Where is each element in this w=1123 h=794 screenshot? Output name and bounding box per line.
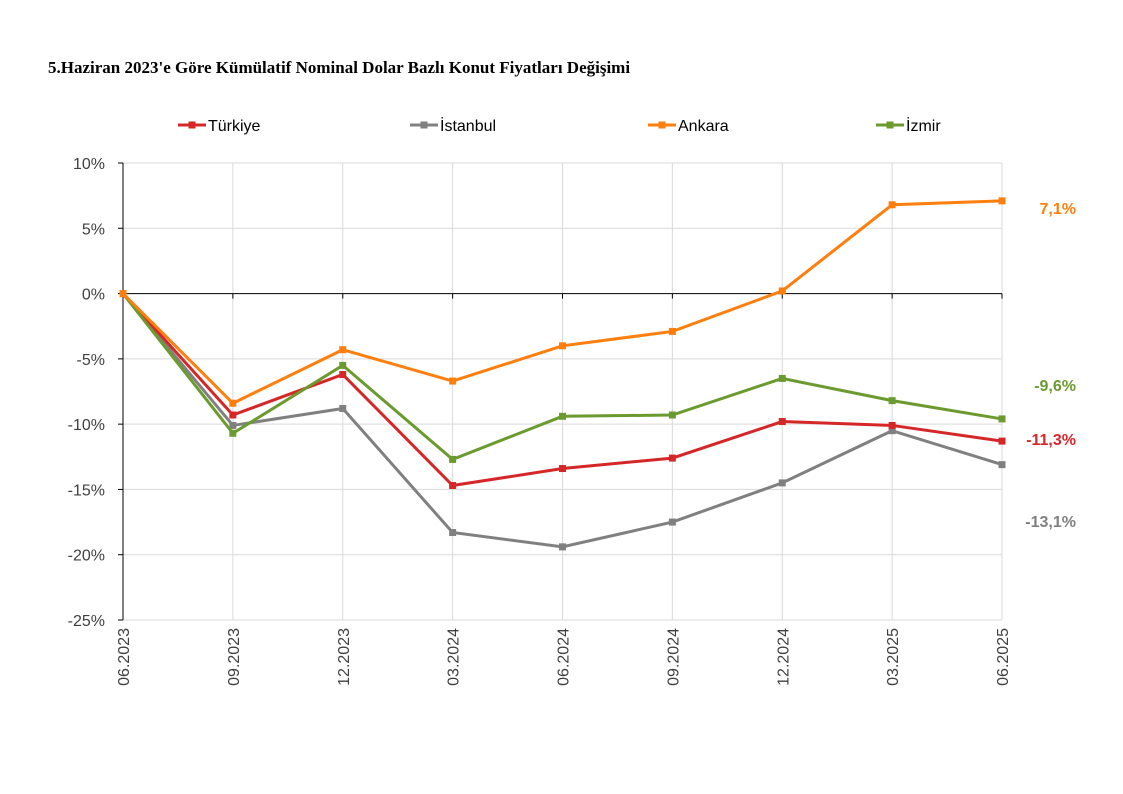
data-point <box>559 465 566 473</box>
data-point <box>668 411 676 419</box>
y-tick-label: -10% <box>68 417 105 434</box>
legend-marker <box>188 121 196 129</box>
x-tick-label: 09.2024 <box>665 628 682 686</box>
data-point <box>559 543 566 551</box>
data-point <box>888 427 896 435</box>
data-point <box>229 421 237 429</box>
x-tick-label: 12.2024 <box>775 628 792 686</box>
data-point <box>229 411 237 419</box>
data-point <box>888 201 896 209</box>
data-point <box>888 421 896 429</box>
legend-label: İzmir <box>906 116 941 135</box>
data-point <box>229 399 237 407</box>
legend-marker <box>886 121 894 129</box>
data-point <box>778 418 786 426</box>
data-point <box>339 404 347 412</box>
x-tick-label: 03.2024 <box>446 628 463 686</box>
data-point <box>449 529 457 537</box>
x-tick-label: 12.2023 <box>336 628 353 686</box>
data-point <box>778 479 786 487</box>
chart-title: 5.Haziran 2023'e Göre Kümülatif Nominal … <box>48 58 631 77</box>
y-tick-label: 5% <box>82 221 105 238</box>
data-point <box>559 342 566 350</box>
data-point <box>998 461 1006 469</box>
data-point <box>998 197 1006 205</box>
data-point <box>339 361 347 369</box>
legend-marker <box>420 121 428 129</box>
data-point <box>449 455 457 463</box>
y-tick-label: 0% <box>82 287 105 304</box>
data-point <box>668 454 676 462</box>
legend-marker <box>658 121 666 129</box>
data-point <box>559 412 566 420</box>
data-point <box>339 346 347 354</box>
x-tick-label: 06.2025 <box>995 628 1012 686</box>
legend-label: İstanbul <box>440 116 496 135</box>
y-tick-label: -20% <box>68 548 105 565</box>
end-value-label: -11,3% <box>1026 432 1076 449</box>
data-point <box>668 518 676 526</box>
data-point <box>229 429 237 437</box>
y-tick-label: -25% <box>68 613 105 630</box>
end-value-label: -13,1% <box>1025 514 1076 531</box>
data-point <box>668 327 676 335</box>
data-point <box>888 397 896 405</box>
x-tick-label: 06.2023 <box>116 628 133 686</box>
data-point <box>998 415 1006 423</box>
y-tick-label: -5% <box>77 352 105 369</box>
x-tick-label: 09.2023 <box>226 628 243 686</box>
data-point <box>449 482 457 490</box>
data-point <box>339 371 347 379</box>
y-tick-label: -15% <box>68 482 105 499</box>
x-tick-label: 06.2024 <box>556 628 573 686</box>
data-point <box>778 374 786 382</box>
y-tick-label: 10% <box>73 156 105 173</box>
x-tick-label: 03.2025 <box>885 628 902 686</box>
legend-label: Türkiye <box>208 118 261 135</box>
legend-label: Ankara <box>678 118 729 135</box>
data-point <box>778 287 786 295</box>
end-value-label: 7,1% <box>1040 201 1076 218</box>
data-point <box>449 377 457 385</box>
data-point <box>119 290 127 298</box>
data-point <box>998 437 1006 445</box>
end-value-label: -9,6% <box>1034 378 1076 395</box>
